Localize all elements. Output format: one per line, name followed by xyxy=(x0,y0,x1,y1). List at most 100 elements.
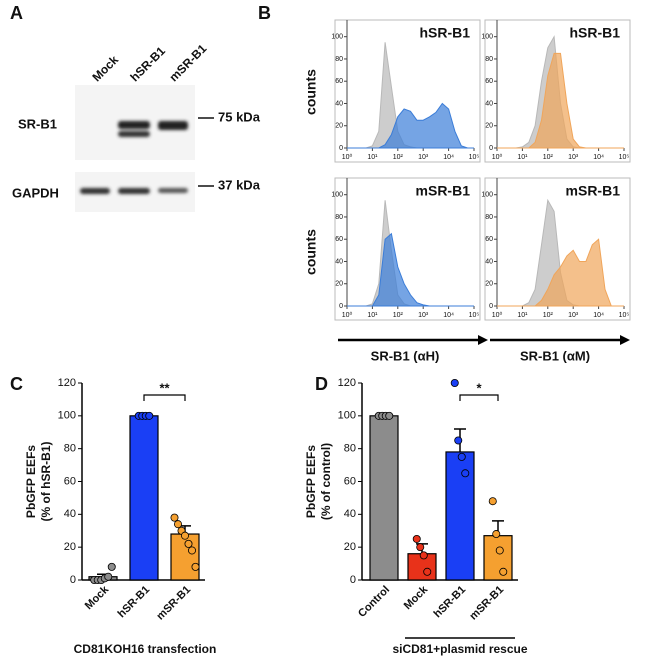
row-label: SR-B1 xyxy=(18,116,57,131)
data-point xyxy=(488,497,497,506)
marker-label: 75 kDa xyxy=(218,109,261,124)
y-tick-label: 20 xyxy=(64,541,76,553)
y-tick-label: 40 xyxy=(485,100,493,107)
y-tick-label: 40 xyxy=(335,258,343,265)
x-tick-label: 10⁰ xyxy=(342,153,353,161)
x-tick-label: 10³ xyxy=(418,154,429,161)
y-tick-label: 60 xyxy=(335,78,343,85)
bar xyxy=(483,535,513,581)
data-point xyxy=(454,436,463,445)
y-tick-label: 20 xyxy=(344,541,356,553)
x-tick-label: 10² xyxy=(543,312,554,319)
bar xyxy=(445,451,475,581)
x-axis-label: SR-B1 (αH) xyxy=(371,348,440,363)
x-axis-label: siCD81+plasmid rescue xyxy=(392,642,527,656)
plot-frame xyxy=(484,177,631,321)
x-tick-label: 10¹ xyxy=(517,312,528,319)
x-tick-label: mSR-B1 xyxy=(154,584,193,623)
x-axis-label: CD81KOH16 transfection xyxy=(74,642,217,656)
data-point xyxy=(180,531,189,540)
y-tick-label: 100 xyxy=(481,34,493,41)
significance-label: * xyxy=(476,380,482,395)
x-tick-label: Mock xyxy=(83,583,112,612)
y-tick-label: 0 xyxy=(489,145,493,152)
x-tick-label: 10² xyxy=(393,154,404,161)
significance-bracket xyxy=(459,394,499,401)
data-point xyxy=(419,551,428,560)
plot-title: hSR-B1 xyxy=(419,25,470,41)
data-point xyxy=(145,411,154,420)
data-point xyxy=(416,543,425,552)
histogram-area xyxy=(497,238,624,307)
y-axis-label: (% of hSR-B1) xyxy=(39,442,53,522)
data-point xyxy=(187,546,196,555)
panel-label: D xyxy=(315,374,328,394)
data-point xyxy=(385,411,394,420)
y-tick-label: 80 xyxy=(335,56,343,63)
bar xyxy=(407,553,437,581)
row-label: GAPDH xyxy=(12,185,59,200)
histogram-area xyxy=(497,52,624,149)
x-tick-label: 10² xyxy=(393,312,404,319)
x-tick-label: 10¹ xyxy=(517,154,528,161)
y-tick-label: 60 xyxy=(344,475,356,487)
y-tick-label: 20 xyxy=(335,281,343,288)
x-tick-label: 10⁵ xyxy=(469,154,480,161)
y-tick-label: 40 xyxy=(335,100,343,107)
x-tick-label: 10³ xyxy=(418,312,429,319)
bar xyxy=(369,415,399,581)
arrow-head xyxy=(620,335,630,345)
y-tick-label: 0 xyxy=(350,574,356,586)
y-tick-label: 60 xyxy=(335,236,343,243)
x-tick-label: Mock xyxy=(402,583,431,612)
bar xyxy=(170,533,200,581)
y-axis-label: PbGFP EEFs xyxy=(304,445,318,518)
histogram-area xyxy=(347,102,474,149)
bar xyxy=(129,415,159,581)
x-axis-label: SR-B1 (αM) xyxy=(520,348,590,363)
x-tick-label: 10⁰ xyxy=(342,311,353,319)
marker-label: 37 kDa xyxy=(218,177,261,192)
x-tick-label: hSR-B1 xyxy=(432,584,469,621)
data-point xyxy=(184,539,193,548)
x-tick-label: 10³ xyxy=(568,312,579,319)
data-point xyxy=(173,520,182,529)
significance-label: ** xyxy=(159,380,170,395)
y-axis-label: PbGFP EEFs xyxy=(24,445,38,518)
x-tick-label: 10⁵ xyxy=(619,312,630,319)
data-point xyxy=(107,562,116,571)
x-tick-label: 10⁴ xyxy=(443,312,454,319)
y-tick-label: 40 xyxy=(344,508,356,520)
arrow-head xyxy=(478,335,488,345)
y-tick-label: 100 xyxy=(338,410,356,422)
x-tick-label: 10⁵ xyxy=(469,312,480,319)
data-point xyxy=(450,378,459,387)
y-axis-label: counts xyxy=(303,229,319,275)
x-tick-label: 10² xyxy=(543,154,554,161)
plot-title: mSR-B1 xyxy=(416,183,471,199)
plot-frame xyxy=(484,19,631,163)
data-point xyxy=(457,452,466,461)
x-tick-label: 10⁰ xyxy=(492,311,503,319)
y-tick-label: 40 xyxy=(485,258,493,265)
x-tick-label: 10⁵ xyxy=(619,154,630,161)
data-point xyxy=(170,513,179,522)
y-tick-label: 60 xyxy=(64,475,76,487)
data-point xyxy=(104,572,113,581)
y-tick-label: 80 xyxy=(344,443,356,455)
y-tick-label: 80 xyxy=(485,56,493,63)
histogram-area xyxy=(347,200,474,307)
x-tick-label: hSR-B1 xyxy=(116,584,153,621)
y-tick-label: 0 xyxy=(339,145,343,152)
data-point xyxy=(499,567,508,576)
panel-label: C xyxy=(10,374,23,394)
data-point xyxy=(461,469,470,478)
x-tick-label: mSR-B1 xyxy=(467,584,506,623)
data-point xyxy=(492,530,501,539)
lane-label: mSR-B1 xyxy=(166,41,209,84)
x-tick-label: Control xyxy=(356,584,392,620)
data-point xyxy=(191,562,200,571)
bands xyxy=(80,121,188,194)
y-tick-label: 100 xyxy=(331,34,343,41)
